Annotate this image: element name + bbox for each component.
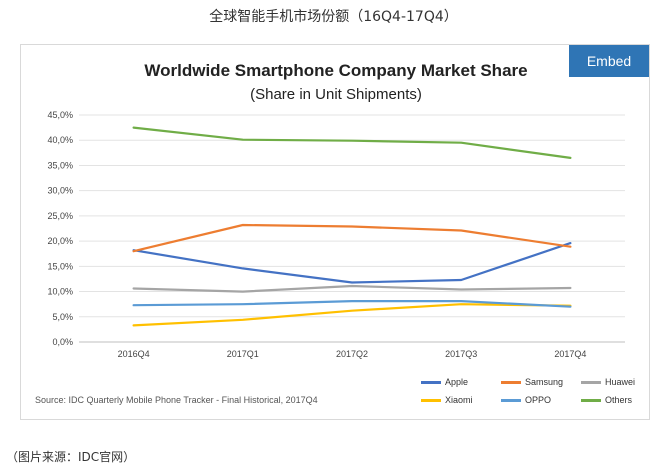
legend-label: Huawei bbox=[605, 377, 636, 387]
x-tick-label: 2016Q4 bbox=[118, 349, 150, 359]
legend-swatch bbox=[581, 398, 601, 402]
x-tick-label: 2017Q3 bbox=[445, 349, 477, 359]
y-tick-label: 40,0% bbox=[47, 135, 73, 145]
series-line-huawei bbox=[132, 284, 572, 293]
y-tick-label: 45,0% bbox=[47, 110, 73, 120]
line-chart: 0,0% 5,0% 10,0% 15,0% 20,0% 25,0% 30,0% 35,0% 40… bbox=[47, 110, 625, 359]
legend-item-oppo: OPPO bbox=[501, 395, 551, 405]
chart-subtitle: (Share in Unit Shipments) bbox=[250, 86, 422, 103]
y-tick-label: 25,0% bbox=[47, 211, 73, 221]
legend-label: Others bbox=[605, 395, 633, 405]
legend-item-others: Others bbox=[581, 395, 632, 405]
legend-swatch bbox=[421, 398, 441, 402]
x-tick-label: 2017Q4 bbox=[554, 349, 586, 359]
legend-swatch bbox=[501, 380, 521, 384]
image-source-caption: （图片来源：IDC官网） bbox=[6, 450, 136, 464]
legend-label: Apple bbox=[445, 377, 469, 387]
legend-item-huawei: Huawei bbox=[581, 377, 635, 387]
legend-item-samsung: Samsung bbox=[501, 377, 563, 387]
legend-label: Xiaomi bbox=[445, 395, 473, 405]
series-line-samsung bbox=[132, 223, 572, 253]
chart-card: Embed Worldwide Smartphone Company Marke… bbox=[20, 44, 650, 420]
source-note: Source: IDC Quarterly Mobile Phone Track… bbox=[35, 395, 318, 405]
y-tick-label: 20,0% bbox=[47, 236, 73, 246]
chart-title: Worldwide Smartphone Company Market Shar… bbox=[144, 61, 528, 80]
x-tick-label: 2017Q2 bbox=[336, 349, 368, 359]
legend-swatch bbox=[501, 398, 521, 402]
legend-swatch bbox=[581, 380, 601, 384]
legend-label: Samsung bbox=[525, 377, 564, 387]
series-line-apple bbox=[132, 242, 572, 284]
series-line-xiaomi bbox=[132, 303, 572, 327]
embed-button[interactable]: Embed bbox=[569, 45, 649, 77]
legend-swatch bbox=[421, 380, 441, 384]
y-tick-label: 5,0% bbox=[52, 312, 73, 322]
legend-label: OPPO bbox=[525, 395, 552, 405]
page-caption: 全球智能手机市场份额（16Q4-17Q4） bbox=[209, 9, 458, 25]
series-line-others bbox=[132, 126, 572, 160]
legend-item-xiaomi: Xiaomi bbox=[421, 395, 473, 405]
y-tick-label: 35,0% bbox=[47, 160, 73, 170]
legend-item-apple: Apple bbox=[421, 377, 468, 387]
y-tick-label: 30,0% bbox=[47, 186, 73, 196]
series-line-oppo bbox=[132, 300, 572, 308]
y-tick-label: 10,0% bbox=[47, 287, 73, 297]
y-tick-label: 0,0% bbox=[52, 337, 73, 347]
x-tick-label: 2017Q1 bbox=[227, 349, 259, 359]
y-tick-label: 15,0% bbox=[47, 261, 73, 271]
